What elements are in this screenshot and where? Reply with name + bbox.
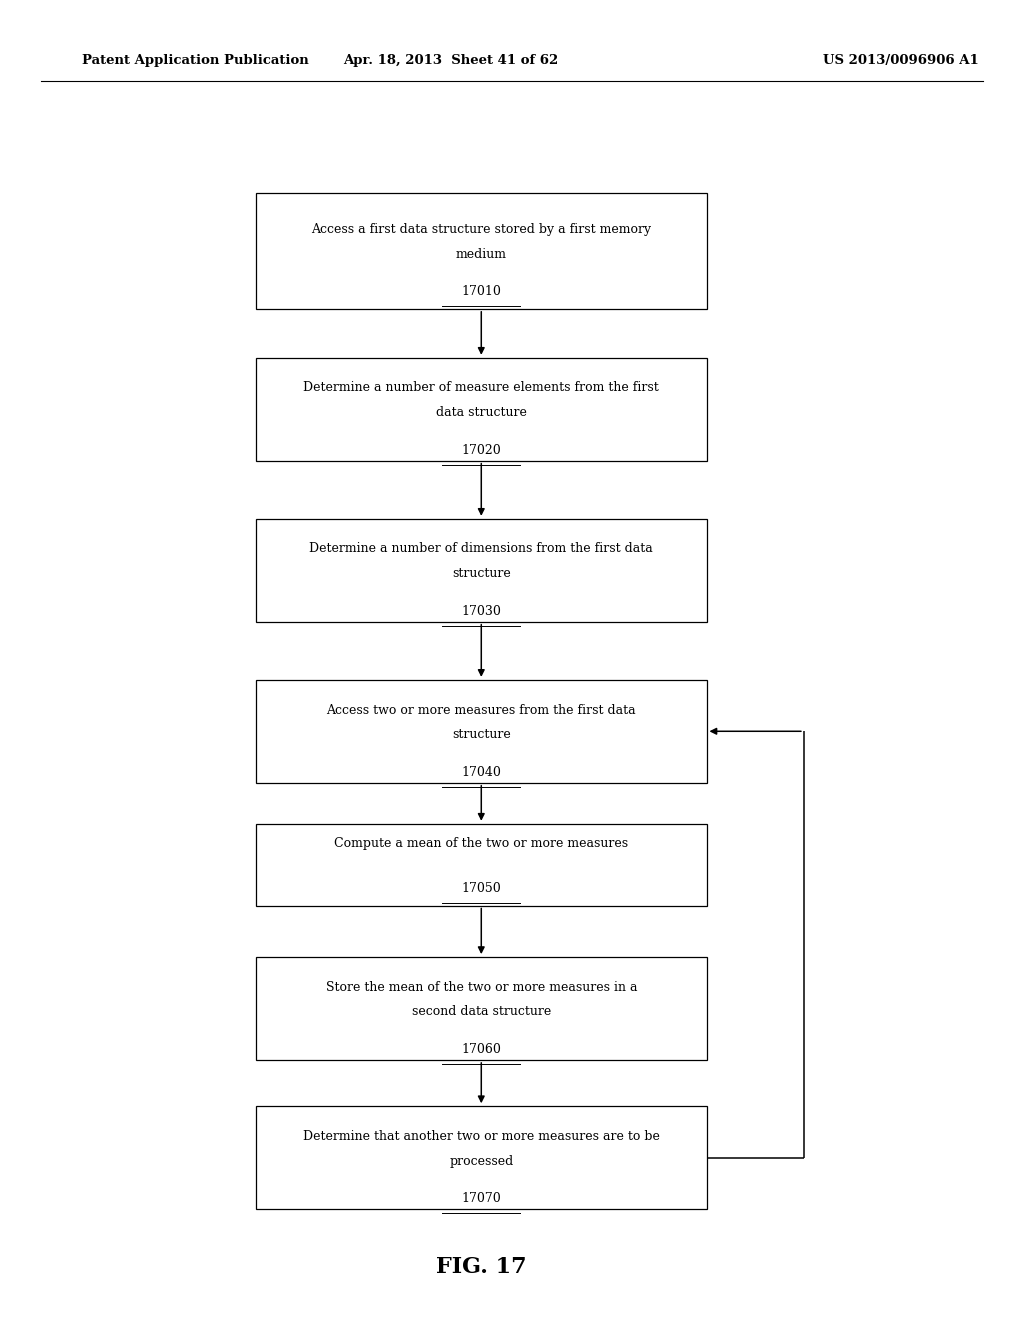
Text: Apr. 18, 2013  Sheet 41 of 62: Apr. 18, 2013 Sheet 41 of 62 — [343, 54, 558, 67]
Text: 17030: 17030 — [462, 605, 501, 618]
Bar — [256, 193, 707, 309]
Bar — [256, 957, 707, 1060]
Bar — [256, 358, 707, 461]
Text: Compute a mean of the two or more measures: Compute a mean of the two or more measur… — [334, 837, 629, 850]
Text: 17040: 17040 — [462, 766, 501, 779]
Text: 17050: 17050 — [462, 882, 501, 895]
Bar — [256, 519, 707, 622]
Text: Determine a number of measure elements from the first: Determine a number of measure elements f… — [303, 381, 659, 395]
Text: second data structure: second data structure — [412, 1006, 551, 1019]
Text: 17060: 17060 — [462, 1043, 501, 1056]
Bar — [256, 824, 707, 906]
Bar — [256, 680, 707, 783]
Text: structure: structure — [452, 568, 511, 581]
Text: Determine that another two or more measures are to be: Determine that another two or more measu… — [303, 1130, 659, 1143]
Text: FIG. 17: FIG. 17 — [436, 1257, 526, 1278]
Text: processed: processed — [450, 1155, 513, 1168]
Text: US 2013/0096906 A1: US 2013/0096906 A1 — [823, 54, 979, 67]
Text: 17070: 17070 — [462, 1192, 501, 1205]
Text: 17020: 17020 — [462, 444, 501, 457]
Text: medium: medium — [456, 248, 507, 261]
Text: Patent Application Publication: Patent Application Publication — [82, 54, 308, 67]
Text: Access two or more measures from the first data: Access two or more measures from the fir… — [327, 704, 636, 717]
Bar — [256, 1106, 707, 1209]
Text: data structure: data structure — [436, 407, 526, 420]
Text: Determine a number of dimensions from the first data: Determine a number of dimensions from th… — [309, 543, 653, 556]
Text: Access a first data structure stored by a first memory: Access a first data structure stored by … — [311, 223, 651, 236]
Text: structure: structure — [452, 729, 511, 742]
Text: 17010: 17010 — [462, 285, 501, 298]
Text: Store the mean of the two or more measures in a: Store the mean of the two or more measur… — [326, 981, 637, 994]
